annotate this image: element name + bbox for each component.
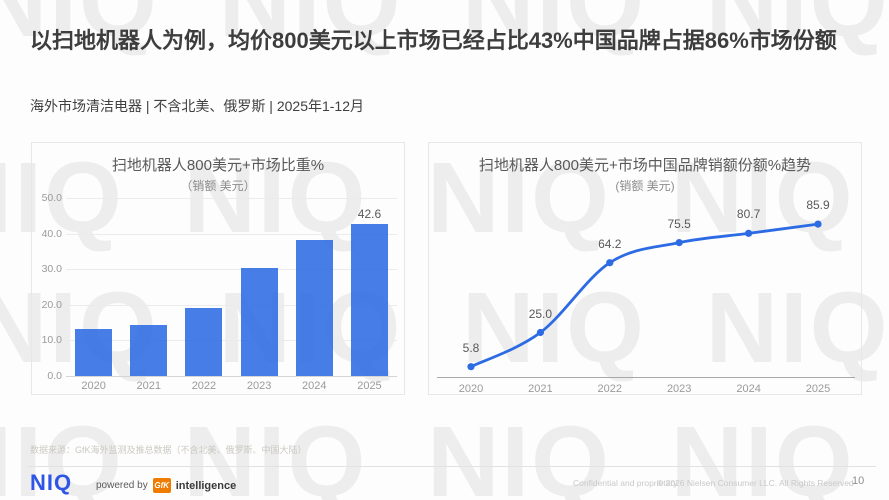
x-axis-label: 2025 — [805, 383, 831, 395]
x-axis-label: 2022 — [191, 380, 217, 392]
confidential-label: Confidential and proprietary — [573, 478, 678, 488]
point-value-label: 5.8 — [462, 340, 480, 355]
x-axis-label: 2022 — [597, 383, 623, 395]
data-source-note: 数据来源：GfK海外监测及推总数据（不含北美、俄罗斯、中国大陆） — [30, 445, 307, 455]
x-axis-label: 2020 — [81, 380, 106, 392]
bar-slot — [121, 198, 176, 376]
x-axis-label: 2023 — [246, 380, 272, 392]
bar — [75, 329, 113, 376]
x-axis-label: 2025 — [357, 380, 382, 392]
footer-divider — [28, 466, 876, 467]
data-point-marker — [467, 363, 475, 371]
bar-chart-subtitle: （销额 美元） — [180, 179, 256, 193]
y-axis-tick: 10.0 — [41, 334, 62, 346]
bar-slot: 42.6 — [342, 198, 397, 376]
x-axis-label: 2023 — [666, 383, 692, 395]
point-value-label: 25.0 — [528, 306, 553, 321]
y-axis-tick: 50.0 — [41, 192, 62, 204]
watermark-text: NIQ NIQ NIQ NIQ NIQ NIQ — [0, 0, 889, 58]
bar-chart-plot: 50.0 40.0 30.0 20.0 10.0 0.0 42.6 — [42, 192, 397, 382]
gridline — [66, 305, 397, 306]
gfk-intelligence-label: intelligence — [175, 479, 237, 492]
gfk-logo-icon: GfK — [152, 478, 171, 493]
data-point-marker — [606, 259, 614, 267]
bars-layer: 42.6 — [66, 198, 397, 376]
bar-chart-panel: 扫地机器人800美元+市场比重% （销额 美元） 50.0 40.0 30.0 20.… — [31, 142, 405, 395]
point-value-label: 75.5 — [667, 216, 691, 231]
bar-slot — [287, 198, 342, 376]
bar-slot — [176, 198, 231, 376]
niq-logo: NIQ — [30, 470, 73, 495]
line-chart-title: 扫地机器人800美元+市场中国品牌销额份额%趋势 — [478, 157, 812, 174]
data-point-marker — [745, 229, 753, 237]
point-value-label: 64.2 — [598, 236, 622, 251]
y-axis-tick: 0.0 — [47, 370, 62, 382]
data-point-marker — [675, 239, 683, 247]
data-point-marker — [536, 328, 544, 337]
line-chart-panel: 扫地机器人800美元+市场中国品牌销额份额%趋势 (销额 美元) 5.8 2020… — [428, 142, 862, 395]
point-value-label: 85.9 — [806, 198, 830, 213]
bar-value-label: 42.6 — [357, 207, 382, 222]
line-chart-svg — [437, 220, 855, 378]
bar-chart-title: 扫地机器人800美元+市场比重% — [111, 157, 325, 174]
data-point-marker — [814, 220, 822, 228]
gridline — [66, 269, 397, 270]
x-axis-label: 2024 — [302, 380, 327, 392]
point-value-label: 80.7 — [736, 207, 761, 222]
bar-chart-x-axis: 2020 2021 2022 2023 2024 2025 — [66, 380, 397, 392]
gridline — [66, 198, 397, 199]
page-subtitle: 海外市场清洁电器 | 不含北美、俄罗斯 | 2025年1-12月 — [30, 98, 364, 114]
x-axis-label: 2021 — [528, 383, 553, 395]
y-axis-tick: 40.0 — [41, 228, 62, 240]
line-chart-subtitle: (销额 美元) — [615, 179, 675, 193]
x-axis-label: 2021 — [136, 380, 161, 392]
powered-by-group: powered by GfK intelligence — [96, 478, 236, 493]
bar-slot — [66, 198, 121, 376]
page-title: 以扫地机器人为例，均价800美元以上市场已经占比43%中国品牌占据86%市场份额 — [30, 28, 837, 53]
bar — [185, 308, 223, 376]
bar — [295, 240, 333, 376]
gridline — [66, 376, 397, 377]
bar — [130, 325, 168, 376]
page-number: 10 — [852, 475, 865, 487]
watermark-text: NIQ NIQ NIQ NIQ NIQ NIQ — [0, 406, 889, 500]
gridline — [66, 234, 397, 235]
bar — [350, 224, 388, 376]
copyright-label: © 2026 Nielsen Consumer LLC. All Rights … — [657, 478, 854, 488]
powered-by-label: powered by — [96, 480, 148, 491]
x-axis-label: 2024 — [736, 383, 761, 395]
gridline — [66, 340, 397, 341]
x-axis-label: 2020 — [458, 383, 484, 395]
y-axis-tick: 20.0 — [41, 299, 62, 311]
trend-line — [469, 222, 820, 369]
y-axis-tick: 30.0 — [41, 263, 62, 275]
bar-slot — [232, 198, 287, 376]
bar — [240, 267, 278, 376]
